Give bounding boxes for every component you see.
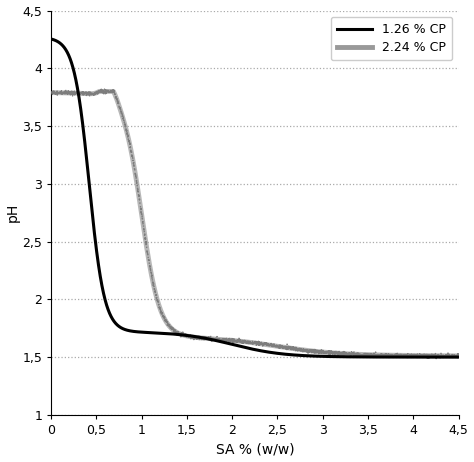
Legend: 1.26 % CP, 2.24 % CP: 1.26 % CP, 2.24 % CP (331, 17, 452, 61)
Y-axis label: pH: pH (6, 203, 19, 222)
X-axis label: SA % (w/w): SA % (w/w) (216, 443, 294, 456)
